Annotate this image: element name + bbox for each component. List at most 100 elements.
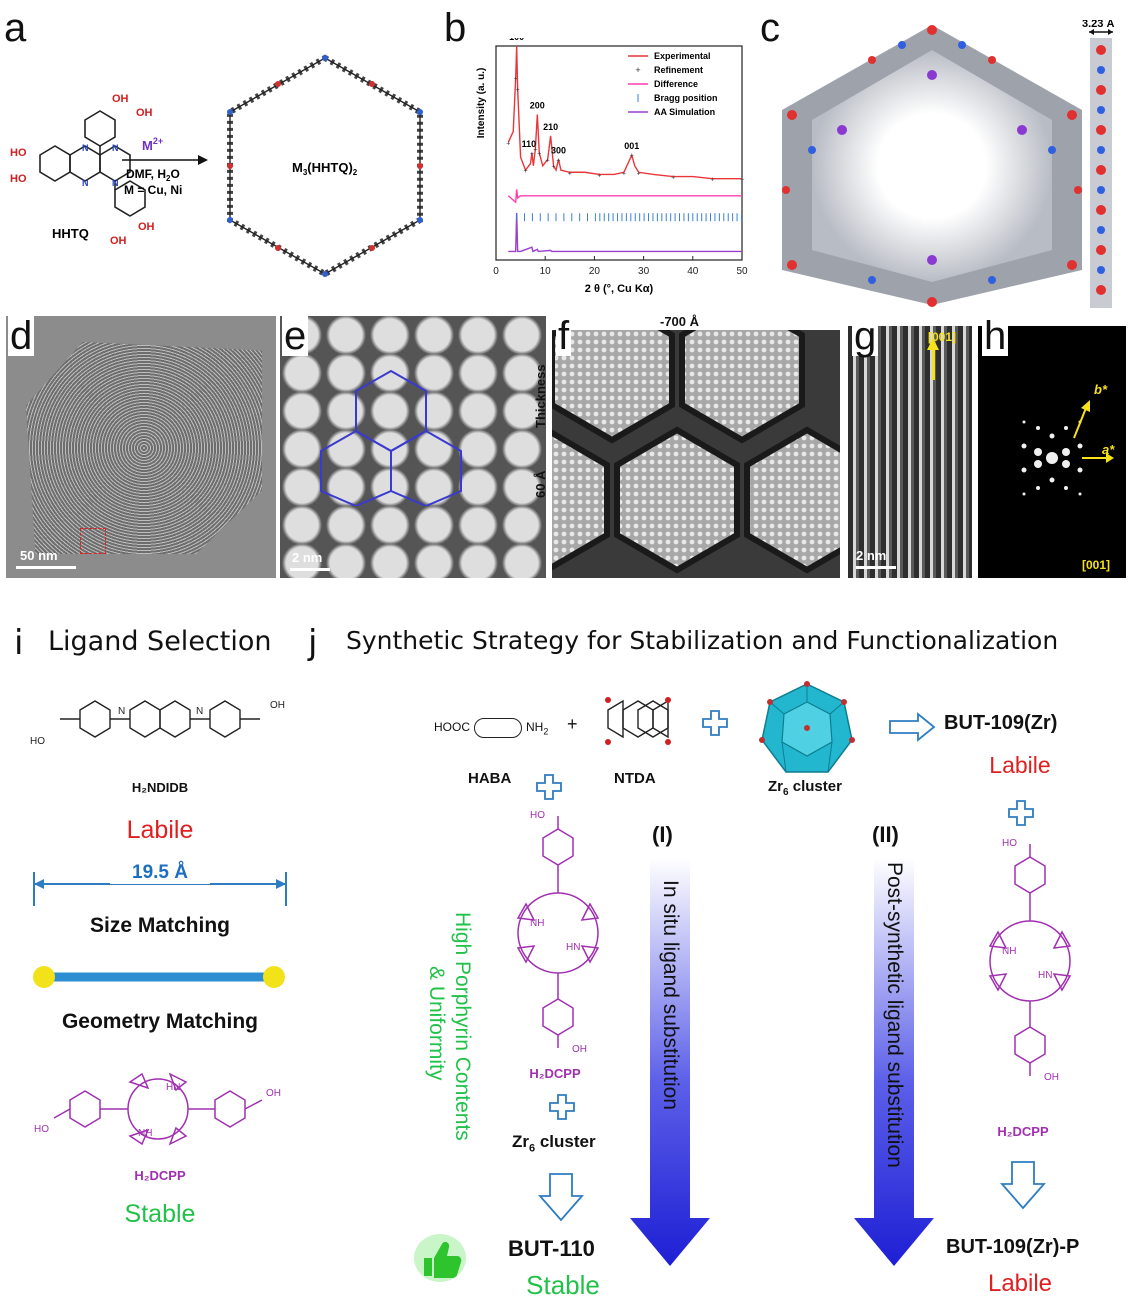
- strategy-title: Synthetic Strategy for Stabilization and…: [346, 626, 1059, 655]
- but110-stable: Stable: [526, 1270, 600, 1300]
- route-I-arrow: [630, 858, 710, 1266]
- svg-text:DMF, H2O: DMF, H2O: [126, 167, 180, 183]
- refinement-point: +: [597, 172, 601, 179]
- panel-h-diffraction: b* a* [001]: [978, 326, 1126, 578]
- length-arrow: [33, 872, 287, 906]
- panel-f-simulation: [552, 330, 840, 578]
- svg-text:HO: HO: [1002, 838, 1017, 849]
- green-text-line2: & Uniformity: [425, 966, 448, 1081]
- svg-text:N: N: [112, 143, 119, 153]
- size-matching: Size Matching: [89, 914, 231, 937]
- series-aa-simulation: [508, 212, 742, 253]
- but109p-label: BUT-109(Zr)-P: [946, 1236, 1080, 1258]
- svg-text:HO: HO: [10, 173, 27, 185]
- but109-label: BUT-109(Zr): [944, 712, 1058, 734]
- svg-text:OH: OH: [136, 107, 153, 119]
- monomer-label: HHTQ: [52, 226, 89, 241]
- plus-icon-right: [1008, 800, 1034, 826]
- legend-marker: +: [635, 65, 640, 75]
- refinement-point: +: [537, 151, 541, 158]
- arrow-down-left: [538, 1173, 584, 1222]
- peak-label: 100: [509, 38, 524, 42]
- ligand1-name: H₂NDIDB: [131, 780, 189, 795]
- panel-label-b: b: [444, 6, 467, 50]
- svg-text:OH: OH: [270, 700, 285, 711]
- refinement-point: +: [740, 177, 744, 184]
- length-value: 19.5 Å: [110, 862, 210, 884]
- refinement-point: +: [530, 151, 534, 158]
- svg-text:HO: HO: [30, 736, 45, 747]
- haba-label: HABA: [468, 770, 512, 787]
- plus-icon-2: [536, 774, 562, 800]
- legend-label: Difference: [654, 79, 698, 89]
- arrow-to-but109: [889, 712, 936, 742]
- legend-label: Bragg position: [654, 93, 718, 103]
- peak-label: 210: [543, 122, 558, 132]
- but110-label: BUT-110: [508, 1236, 595, 1261]
- ntda-label: NTDA: [614, 770, 656, 787]
- svg-text:HO: HO: [530, 810, 545, 821]
- h2dcpp-structure-i: HO OH HN NH: [34, 1072, 281, 1146]
- but109-labile: Labile: [989, 752, 1051, 778]
- refinement-point: +: [710, 177, 714, 184]
- refinement-point: +: [552, 164, 556, 171]
- thickness-value: 60 Å: [533, 470, 548, 498]
- svg-text:HN: HN: [566, 942, 580, 953]
- thumbs-up-icon: [414, 1234, 466, 1282]
- zr6-cluster-label-2: Zr6 cluster: [512, 1132, 596, 1155]
- svg-text:OH: OH: [266, 1088, 281, 1099]
- panel-label-j: j: [308, 623, 318, 663]
- plot-frame: [495, 45, 743, 261]
- panel-c-structure: 3.23 Å: [782, 20, 1114, 308]
- h2dcpp-structure-left: HO OH NH HN: [516, 810, 600, 1055]
- svg-text:HN: HN: [166, 1082, 180, 1093]
- route-I-label: (I): [652, 822, 673, 847]
- but109p-labile: Labile: [987, 1270, 1053, 1297]
- peak-label: 110: [522, 139, 537, 149]
- refinement-point: +: [556, 157, 560, 164]
- interlayer-spacing: 3.23 Å: [1082, 20, 1114, 30]
- plus-icon-3: [549, 1094, 575, 1120]
- panel-d-tem: 50 nm: [6, 316, 276, 578]
- x-tick-label: 30: [638, 266, 650, 277]
- refinement-point: +: [671, 175, 675, 182]
- refinement-point: +: [546, 157, 550, 164]
- ligand2-name: H₂DCPP: [134, 1168, 186, 1183]
- haba-formula: HOOC NH2: [434, 718, 548, 738]
- legend-label: AA Simulation: [654, 107, 715, 117]
- refinement-point: +: [506, 140, 510, 147]
- svg-text:N: N: [112, 178, 119, 188]
- panel-label-c: c: [760, 6, 780, 50]
- h2dcpp-label-right: H₂DCPP: [997, 1124, 1049, 1139]
- svg-text:M = Cu, Ni: M = Cu, Ni: [124, 183, 182, 197]
- h2dcpp-label-left: H₂DCPP: [529, 1066, 581, 1081]
- x-axis-label: 2 θ (°, Cu Kα): [585, 283, 654, 295]
- panel-label-i: i: [14, 623, 24, 663]
- panel-label-g: g: [852, 314, 879, 358]
- ligand-selection-title: Ligand Selection: [48, 626, 272, 657]
- plus-sign: +: [567, 714, 578, 734]
- legend-label: Experimental: [654, 51, 711, 61]
- x-tick-label: 20: [589, 266, 601, 277]
- series-difference: [507, 189, 742, 204]
- panel-e-hrtem: 2 nm: [280, 316, 546, 578]
- svg-text:HN: HN: [1038, 970, 1052, 981]
- y-axis-label: Intensity (a. u.): [476, 68, 487, 139]
- svg-text:NH: NH: [138, 1128, 152, 1139]
- refinement-point: +: [622, 170, 626, 177]
- defocus-label: -700 Å: [660, 314, 700, 329]
- refinement-point: +: [568, 170, 572, 177]
- svg-text:M2+: M2+: [142, 136, 163, 153]
- x-tick-label: 0: [493, 266, 499, 277]
- svg-text:OH: OH: [112, 93, 129, 105]
- svg-text:NH: NH: [530, 918, 544, 929]
- svg-text:OH: OH: [1044, 1072, 1059, 1083]
- product-label: M3(HHTQ)2: [292, 160, 358, 177]
- series-experimental: [507, 45, 742, 180]
- refinement-point: +: [533, 147, 537, 154]
- ligand1-labile: Labile: [126, 816, 194, 844]
- svg-text:OH: OH: [138, 221, 155, 233]
- panel-label-e: e: [282, 314, 309, 358]
- svg-text:N: N: [118, 706, 125, 717]
- peak-label: 200: [530, 100, 545, 110]
